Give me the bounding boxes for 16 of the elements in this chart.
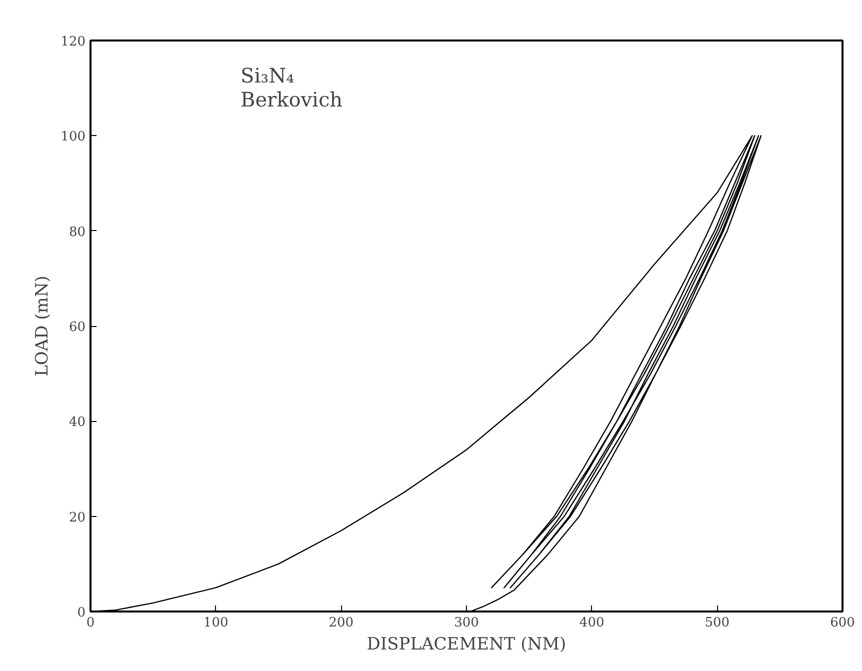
y-tick-label: 100	[60, 130, 86, 145]
annotation: Si₃N₄ Berkovich	[240, 64, 343, 112]
y-axis-title: LOAD (mN)	[32, 276, 53, 376]
y-tick-label: 120	[60, 34, 86, 50]
y-tick-label: 60	[68, 320, 86, 335]
x-tick-label: 500	[704, 616, 730, 630]
y-tick-label: 80	[68, 224, 86, 240]
x-tick-label: 600	[830, 616, 855, 630]
y-tick-label: 20	[68, 510, 86, 526]
x-tick-label: 300	[454, 616, 479, 630]
x-tick-label: 400	[579, 616, 604, 630]
y-tick-label: 0	[77, 606, 86, 620]
x-tick-label: 100	[203, 616, 228, 630]
y-tick-label: 40	[68, 415, 86, 430]
x-tick-label: 200	[328, 616, 354, 630]
x-axis-title: DISPLACEMENT (NM)	[366, 634, 566, 654]
